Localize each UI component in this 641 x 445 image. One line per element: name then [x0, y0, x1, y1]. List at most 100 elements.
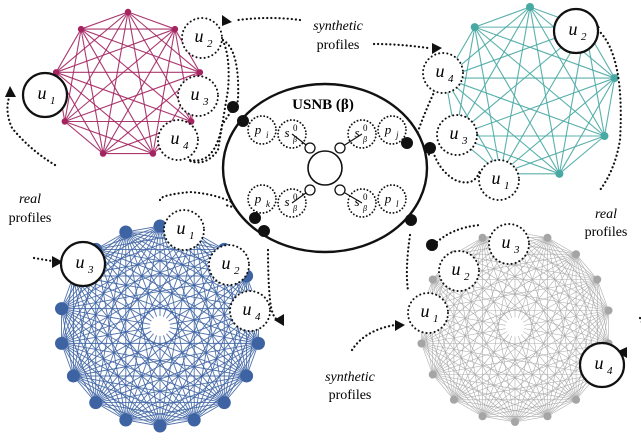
- graph-edge: [95, 375, 247, 404]
- graph-edge: [73, 375, 225, 404]
- graph-edge: [64, 11, 129, 122]
- graph-edge: [482, 279, 598, 417]
- graph-edge: [61, 308, 161, 427]
- real-user-profile: [21, 71, 69, 119]
- synthetic-user-profile: [422, 52, 464, 94]
- graph-edge: [474, 6, 531, 28]
- synthetic-bottom-word: synthetic: [325, 370, 376, 385]
- profile-slot: [247, 115, 277, 145]
- graph-node: [593, 275, 602, 284]
- graph-edge: [421, 253, 577, 344]
- graph-edge: [455, 6, 531, 137]
- graph-edge: [474, 26, 560, 175]
- graph-edge: [61, 249, 225, 344]
- graph-edge: [64, 121, 104, 155]
- graph-edge: [125, 402, 225, 421]
- state-slot-subscript: β: [292, 135, 297, 144]
- graph-edge: [125, 231, 247, 377]
- state-slot-superscript: 0: [363, 123, 368, 133]
- graph-edge: [61, 343, 127, 421]
- graph-edge: [482, 415, 516, 423]
- graph-edge: [432, 374, 516, 423]
- connection-dot: [258, 225, 270, 237]
- graph-edge: [514, 415, 548, 423]
- graph-edge: [73, 275, 259, 344]
- graph-edge: [421, 343, 455, 400]
- graph-edge: [514, 231, 598, 280]
- graph-node: [52, 69, 60, 76]
- synthetic-user-profile: [229, 290, 271, 332]
- synthetic-user-profile: [407, 292, 449, 334]
- graph-edge: [500, 6, 531, 174]
- graph-edge: [421, 310, 577, 401]
- connection-dot: [227, 101, 239, 113]
- graph-edge: [453, 399, 483, 417]
- graph-node: [217, 396, 231, 410]
- connection-dot: [237, 115, 249, 127]
- connector-tr-2: [430, 146, 482, 184]
- user-subscript: 4: [448, 73, 454, 85]
- graph-edge: [125, 275, 247, 421]
- real-user-profile: [59, 240, 107, 288]
- graph-edge: [514, 374, 598, 423]
- graph-edge: [61, 275, 247, 310]
- graph-edge: [61, 343, 161, 427]
- graph-node: [89, 396, 103, 410]
- connection-dot: [249, 212, 261, 224]
- synthetic-user-profile: [208, 244, 250, 286]
- graph-edge: [61, 342, 225, 404]
- graph-center: [505, 317, 525, 337]
- graph-edge: [596, 279, 609, 311]
- slot-port: [334, 142, 346, 154]
- graph-node: [555, 169, 564, 178]
- graph-edge: [529, 6, 605, 137]
- user-profiles: u 1u 2u 3u 4u 2u 4u 3u 1u 3u 1u 2u 4u 3u 2u 1u 4: [21, 7, 626, 389]
- graph-edge: [432, 343, 609, 375]
- graph-edge: [73, 275, 259, 310]
- user-subscript: 1: [189, 230, 195, 242]
- real-right-word: real: [595, 207, 617, 222]
- graph-edge: [127, 11, 176, 30]
- connection-dot: [401, 137, 413, 149]
- graph-node: [610, 74, 619, 83]
- user-label: u: [191, 84, 200, 104]
- profile-slot-subscript: i: [266, 130, 269, 140]
- graph-edge: [474, 26, 605, 137]
- synthetic-top-profiles: profiles: [317, 38, 360, 53]
- synthetic-user-profile: [436, 114, 478, 156]
- state-slot-label: s: [284, 125, 289, 140]
- graph-edge: [159, 225, 225, 403]
- graph-edge: [421, 343, 434, 375]
- state-slot-superscript: 0: [293, 123, 298, 133]
- arrow-head: [616, 347, 627, 358]
- real-left-profiles: profiles: [9, 211, 52, 226]
- synthetic-user-profile: [478, 159, 520, 201]
- connector-synthetic-top-left: [236, 16, 302, 22]
- user-label: u: [421, 301, 430, 321]
- graph-edge: [474, 27, 502, 174]
- user-label: u: [492, 168, 501, 188]
- synthetic-user-profile: [157, 119, 199, 161]
- graph-node: [149, 150, 157, 157]
- graph-node: [604, 306, 613, 315]
- graph-edge: [95, 249, 195, 421]
- graph-node: [478, 412, 487, 421]
- graph-edge: [529, 6, 560, 174]
- user-subscript: 3: [202, 96, 209, 108]
- graph-edge: [453, 253, 609, 311]
- graph-edge: [95, 308, 259, 403]
- slot-port: [304, 184, 316, 196]
- graph-edge: [421, 310, 598, 375]
- graph-node: [124, 8, 132, 16]
- graph-edge: [64, 28, 82, 122]
- graph-edge: [61, 342, 195, 421]
- graph-node: [543, 233, 552, 242]
- synthetic-user-profile: [181, 17, 223, 59]
- graph-edge: [152, 28, 176, 154]
- graph-edge: [95, 231, 127, 403]
- graph-edge: [95, 249, 247, 377]
- graph-edge: [455, 77, 615, 137]
- graph-edge: [61, 231, 127, 344]
- graph-edge: [514, 231, 609, 344]
- graph-node: [572, 395, 581, 404]
